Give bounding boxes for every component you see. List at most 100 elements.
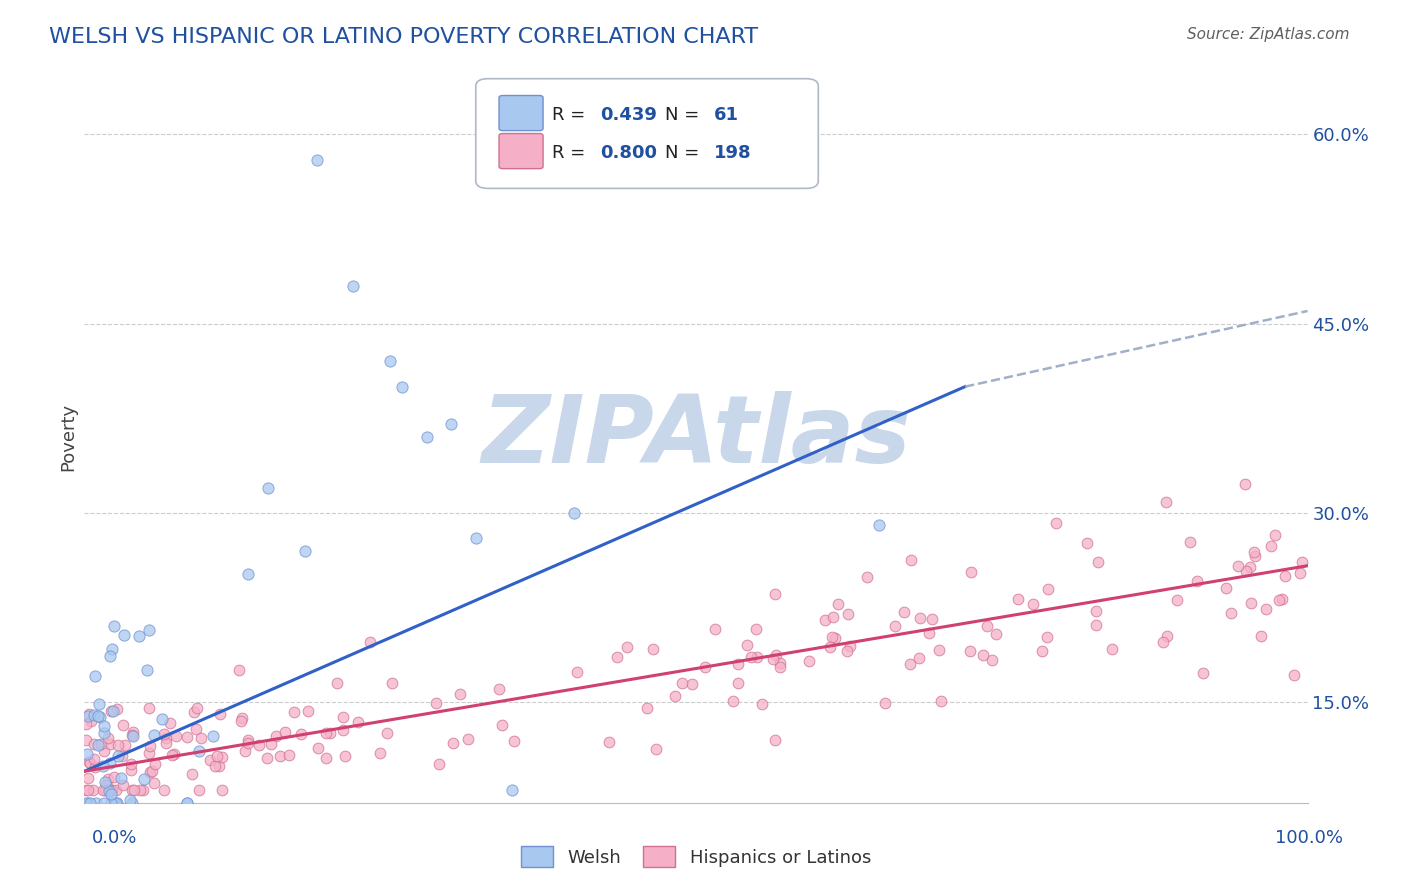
Point xyxy=(1250,630,1272,644)
Point xyxy=(98,649,121,664)
Point xyxy=(110,748,132,763)
Point xyxy=(165,730,187,744)
Point xyxy=(138,701,160,715)
Point xyxy=(236,736,259,750)
Point xyxy=(1289,566,1312,580)
Point xyxy=(256,750,278,764)
Point xyxy=(107,748,129,763)
Point xyxy=(636,701,658,715)
Point xyxy=(83,669,105,683)
Point xyxy=(77,771,100,785)
Point xyxy=(616,640,638,655)
Point xyxy=(883,619,905,633)
Point xyxy=(332,723,354,737)
Point xyxy=(79,755,101,769)
Point xyxy=(98,756,121,770)
Point xyxy=(83,737,105,751)
Point xyxy=(893,605,915,619)
Point xyxy=(104,783,127,797)
Point xyxy=(440,417,463,432)
Point xyxy=(110,771,132,785)
Point xyxy=(721,694,744,708)
Point xyxy=(181,766,204,780)
Point xyxy=(138,746,160,760)
Point xyxy=(425,696,447,710)
Point xyxy=(94,783,117,797)
Point xyxy=(908,650,931,665)
Point xyxy=(122,724,145,739)
Point xyxy=(103,770,125,784)
Point xyxy=(921,612,943,626)
Point xyxy=(84,759,107,773)
Point xyxy=(664,689,686,703)
Point xyxy=(83,752,105,766)
Point xyxy=(87,738,110,752)
Point xyxy=(159,716,181,731)
Point xyxy=(132,783,155,797)
FancyBboxPatch shape xyxy=(499,134,543,169)
Point xyxy=(869,518,891,533)
Text: 0.0%: 0.0% xyxy=(91,829,136,847)
Text: 100.0%: 100.0% xyxy=(1275,829,1343,847)
Point xyxy=(928,643,950,657)
Point xyxy=(1282,668,1305,682)
Point xyxy=(464,531,486,545)
Point xyxy=(176,730,198,744)
Point xyxy=(900,553,922,567)
Point xyxy=(112,628,135,642)
Point xyxy=(898,657,921,672)
Point xyxy=(837,607,859,621)
Point xyxy=(122,783,145,797)
Text: 0.439: 0.439 xyxy=(600,106,658,124)
Point xyxy=(120,756,142,771)
Point xyxy=(93,744,115,758)
Point xyxy=(1244,549,1267,563)
Point xyxy=(163,747,186,762)
Point xyxy=(198,753,221,767)
Point xyxy=(375,726,398,740)
Point xyxy=(136,663,159,677)
Point xyxy=(821,630,844,644)
Point xyxy=(231,711,253,725)
Point xyxy=(598,735,620,749)
Point xyxy=(138,623,160,637)
Point xyxy=(76,783,98,797)
Point xyxy=(1085,618,1108,632)
Point xyxy=(1180,535,1202,549)
Point xyxy=(827,597,849,611)
Point xyxy=(1234,476,1257,491)
Point xyxy=(153,727,176,741)
Point xyxy=(1156,629,1178,643)
Point xyxy=(1031,644,1053,658)
Point xyxy=(1166,593,1188,607)
Point xyxy=(1036,582,1059,596)
Point xyxy=(562,506,585,520)
Point xyxy=(1271,592,1294,607)
Point xyxy=(297,704,319,718)
Point xyxy=(141,764,163,779)
Point xyxy=(703,622,725,636)
Point xyxy=(186,700,208,714)
Point xyxy=(1256,602,1278,616)
Point xyxy=(274,725,297,739)
Point xyxy=(671,676,693,690)
Point xyxy=(264,729,287,743)
Point xyxy=(315,751,337,765)
Point xyxy=(176,796,198,810)
Point xyxy=(735,638,758,652)
Point xyxy=(391,379,413,393)
Point xyxy=(645,741,668,756)
Point xyxy=(188,744,211,758)
Point xyxy=(769,657,792,671)
Point xyxy=(153,783,176,797)
Point xyxy=(105,702,128,716)
Point xyxy=(441,736,464,750)
Point xyxy=(972,648,994,662)
Point xyxy=(107,738,129,752)
Point xyxy=(1154,495,1177,509)
Point xyxy=(1239,596,1261,610)
Point xyxy=(79,756,101,770)
Point xyxy=(211,783,233,797)
Point xyxy=(75,717,97,731)
Point xyxy=(332,710,354,724)
